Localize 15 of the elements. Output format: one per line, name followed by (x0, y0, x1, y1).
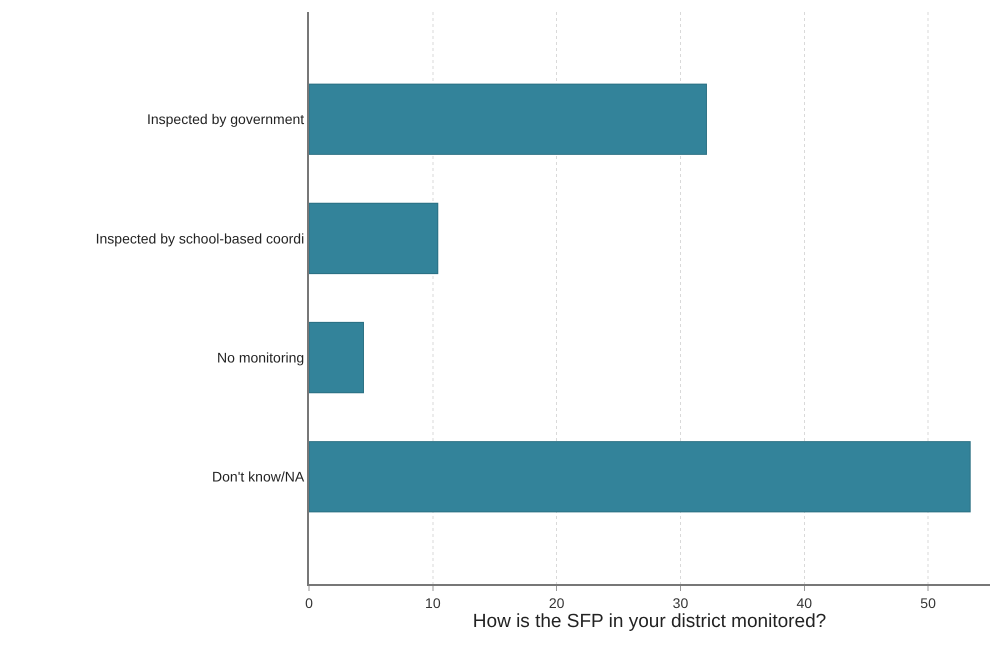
bar (309, 202, 438, 274)
y-tick-label: Inspected by government (146, 111, 304, 128)
x-tick-label: 30 (672, 594, 688, 611)
y-tick-label: Inspected by school-based coordi (96, 230, 304, 246)
x-tick-label: 10 (425, 594, 441, 611)
x-tick-label: 50 (920, 594, 936, 611)
x-tick-label: 40 (796, 594, 812, 611)
y-tick-label: No monitoring (217, 349, 304, 366)
x-tick-label: 20 (548, 594, 565, 611)
bar (309, 322, 364, 394)
x-axis-title: How is the SFP in your district monitored? (472, 611, 826, 632)
y-tick-label: Don't know/NA (212, 468, 305, 485)
bar (309, 441, 971, 512)
bar (309, 84, 707, 155)
x-tick-label: 0 (305, 594, 314, 611)
